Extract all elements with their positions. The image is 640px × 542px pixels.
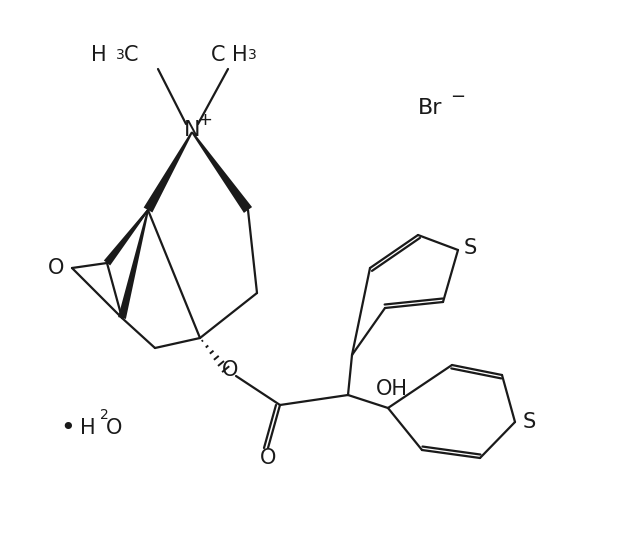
Polygon shape — [143, 132, 193, 212]
Text: 2: 2 — [100, 408, 109, 422]
Text: O: O — [222, 360, 238, 380]
Text: N: N — [184, 120, 200, 140]
Text: O: O — [106, 418, 122, 438]
Polygon shape — [191, 131, 252, 213]
Text: OH: OH — [376, 379, 408, 399]
Text: +: + — [198, 111, 212, 129]
Text: S: S — [522, 412, 536, 432]
Text: H: H — [232, 45, 248, 65]
Text: −: − — [450, 88, 465, 106]
Text: C: C — [211, 45, 225, 65]
Text: O: O — [47, 258, 64, 278]
Polygon shape — [104, 209, 148, 266]
Text: C: C — [124, 45, 138, 65]
Text: O: O — [260, 448, 276, 468]
Text: 3: 3 — [248, 48, 257, 62]
Text: •: • — [61, 416, 76, 440]
Text: 3: 3 — [116, 48, 125, 62]
Polygon shape — [118, 210, 149, 319]
Text: H: H — [92, 45, 107, 65]
Text: H: H — [80, 418, 96, 438]
Text: S: S — [463, 238, 477, 258]
Text: Br: Br — [418, 98, 442, 118]
